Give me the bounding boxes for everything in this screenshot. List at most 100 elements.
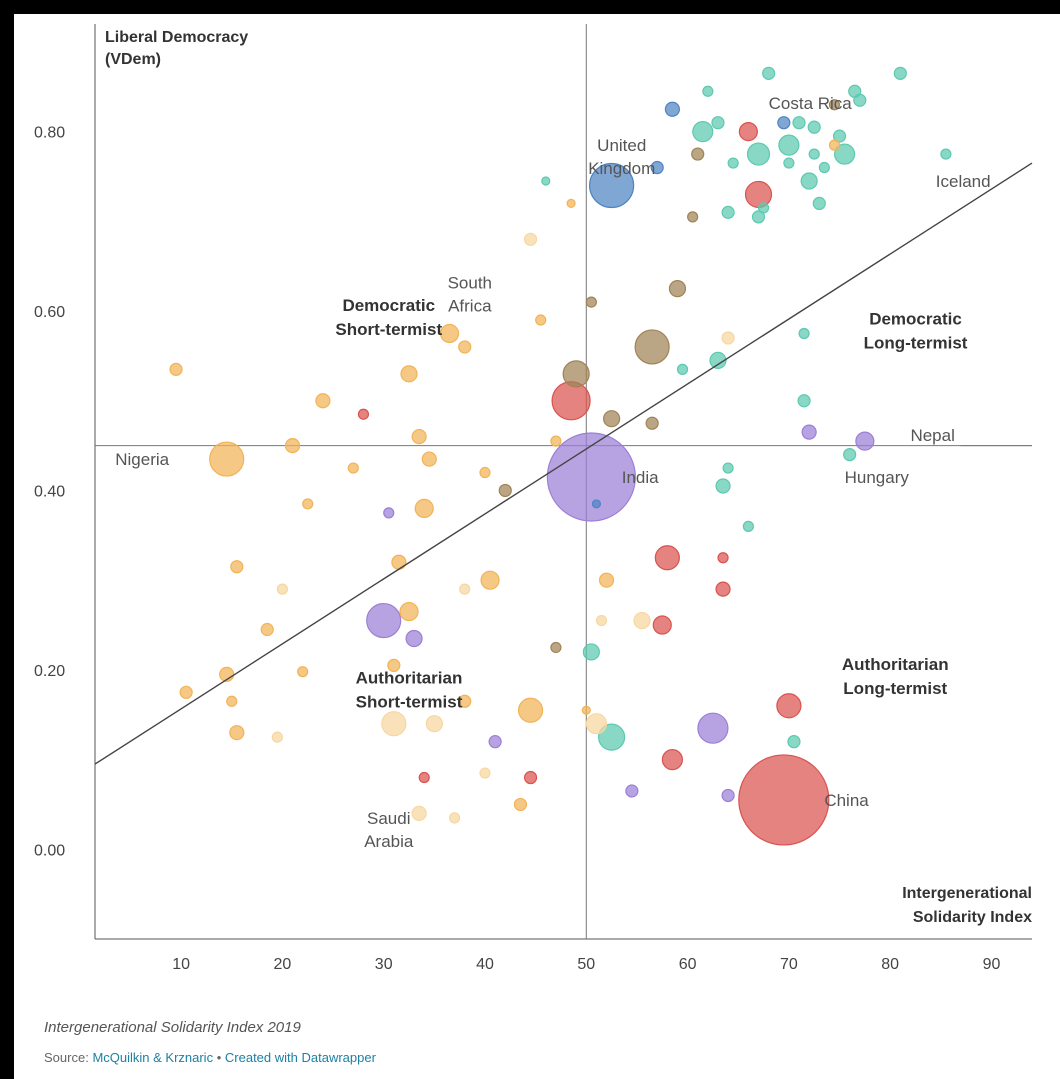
data-point [315,393,331,409]
country-label: Hungary [845,468,910,487]
country-label: South [448,273,492,292]
data-point [260,622,274,637]
country-label: Costa Rica [769,94,853,113]
data-point [387,658,401,672]
data-point [722,462,734,474]
data-point [797,394,811,408]
data-point [652,615,672,635]
data-point [169,362,183,376]
data-point [717,552,729,564]
source-authors-link[interactable]: McQuilkin & Krznaric [92,1050,214,1065]
data-point [582,643,600,661]
data-point [551,381,591,421]
data-point [645,416,659,430]
x-tick-label: 80 [881,956,899,973]
data-point [721,205,735,219]
data-point [828,139,841,151]
data-point [488,735,502,749]
data-point [535,314,547,326]
data-point [778,134,800,156]
data-point [633,611,651,630]
data-point [411,429,427,445]
data-point [585,713,608,735]
data-point [297,666,309,678]
quadrant-label: Democratic [869,310,962,329]
country-label: China [824,791,869,810]
data-point [776,693,802,719]
data-point [664,101,680,117]
country-label: Arabia [364,832,414,851]
datawrapper-link[interactable]: Created with Datawrapper [224,1050,376,1065]
country-label: Africa [448,296,492,315]
data-point [439,323,460,344]
data-point [458,340,472,354]
data-point [585,296,597,308]
data-point [347,462,359,474]
data-point [751,210,766,224]
source-separator: • [216,1050,222,1065]
data-point [603,410,621,428]
data-point [381,711,407,737]
data-point [807,120,821,134]
x-tick-label: 90 [983,956,1001,973]
y-tick-label: 0.80 [34,125,65,142]
quadrant-label: Authoritarian [842,655,949,674]
data-point [746,142,771,166]
data-point [777,116,791,130]
country-label: United [597,136,646,155]
x-tick-label: 40 [476,956,494,973]
data-point [661,748,683,771]
y-tick-label: 0.00 [34,842,65,859]
data-point [812,196,826,211]
quadrant-label: Long-termist [843,679,947,698]
data-point [598,723,626,751]
data-point [589,162,635,209]
data-point [687,211,699,223]
data-point [808,148,820,160]
quadrant-label: Authoritarian [356,668,463,687]
quadrant-label: Short-termist [356,692,463,711]
data-point [449,812,461,824]
country-label: Iceland [936,172,991,191]
data-point [668,280,687,298]
data-point [598,572,615,588]
data-point [209,441,245,477]
y-tick-label: 0.60 [34,304,65,321]
data-point [498,483,512,498]
data-point [727,157,739,169]
data-point [697,712,729,744]
quadrant-label: Short-termist [335,320,442,339]
data-point [284,438,301,454]
x-tick-label: 20 [274,956,292,973]
data-point [855,431,875,451]
data-point [226,695,238,707]
data-point [818,161,830,174]
y-axis-title: Liberal Democracy [105,29,248,46]
data-point [801,424,817,440]
country-label: Saudi [367,809,410,828]
data-point [654,545,680,571]
data-point [692,121,714,143]
data-point [738,754,830,846]
country-label: Nepal [910,426,954,445]
data-point [676,363,689,375]
source-line: Source: McQuilkin & Krznaric • Created w… [44,1050,1044,1065]
data-point [550,435,562,447]
x-tick-label: 70 [780,956,798,973]
data-point [421,451,437,467]
data-point [302,498,314,510]
y-tick-label: 0.20 [34,663,65,680]
data-point [828,99,841,111]
data-point [479,466,491,479]
data-point [391,554,407,570]
data-point [400,365,418,383]
data-point [721,331,735,345]
data-point [715,478,731,494]
chart-card: 0.00 0.20 0.40 0.60 0.80 10 20 30 40 50 60 70 80 90 Li… [14,14,1060,1079]
x-axis-title: Solidarity Index [913,909,1032,926]
y-tick-label: 0.40 [34,483,65,500]
data-point [940,148,952,160]
x-tick-label: 60 [679,956,697,973]
data-point [595,614,608,627]
data-point [738,122,758,142]
